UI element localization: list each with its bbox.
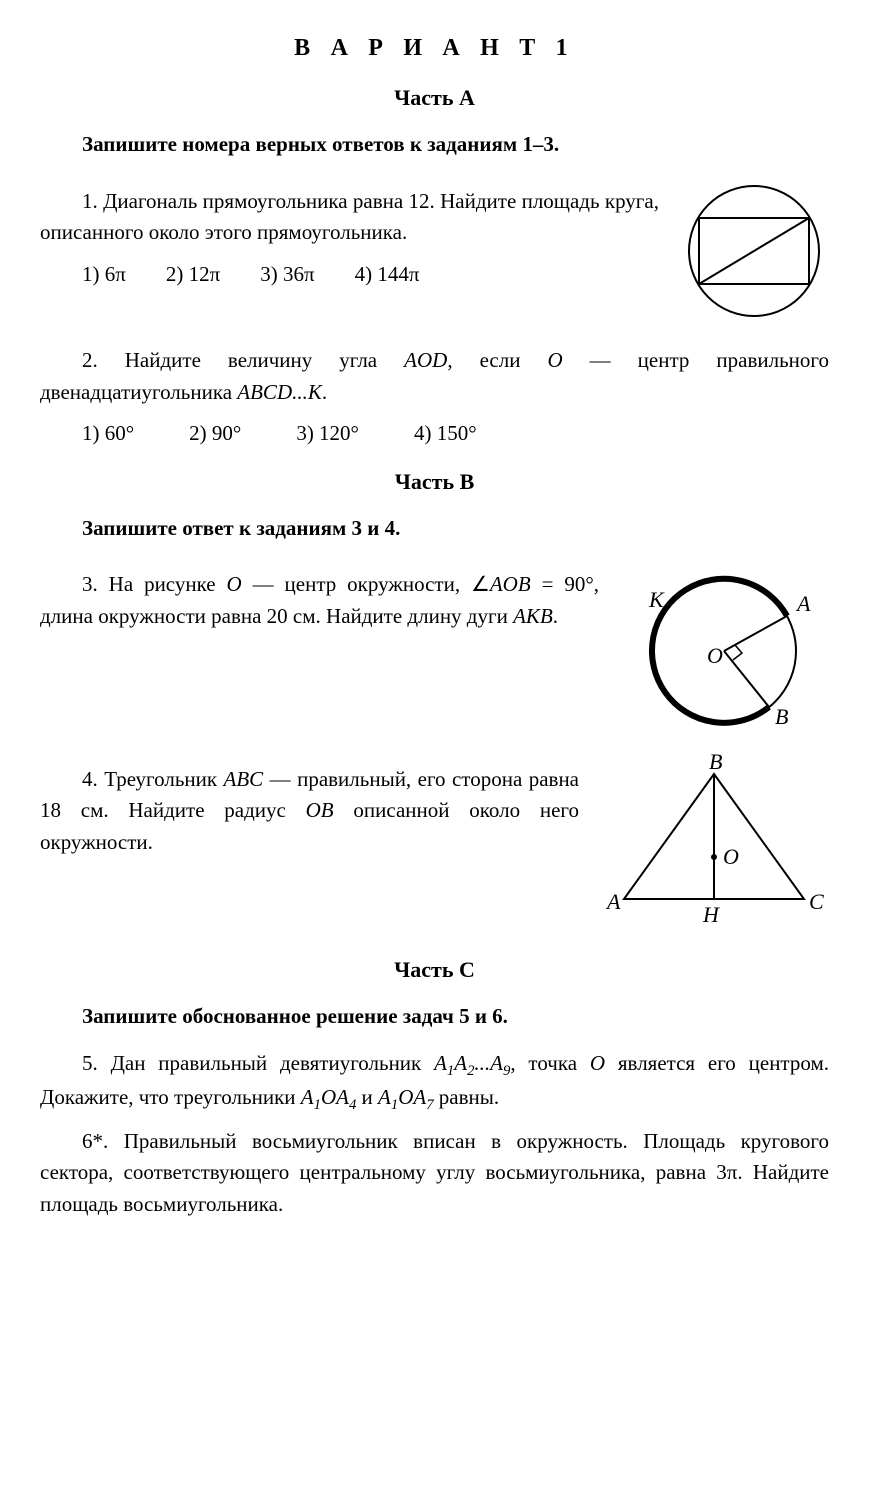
text: , если xyxy=(447,348,547,372)
math: A xyxy=(434,1051,447,1075)
problem-1-text: 1. Диагональ прямоугольника равна 12. На… xyxy=(40,186,659,249)
math: A xyxy=(490,1051,503,1075)
sub: 1 xyxy=(314,1097,321,1113)
text: 4. Треугольник xyxy=(82,767,224,791)
text: , точка xyxy=(510,1051,590,1075)
problem-3: 3. На рисунке O — центр окружности, ∠AOB… xyxy=(40,559,829,754)
math: OA xyxy=(398,1085,426,1109)
text: 3. На рисунке xyxy=(82,572,227,596)
math: OB xyxy=(306,798,334,822)
math: AKB xyxy=(513,604,553,628)
text: 5. Дан правильный девятиугольник xyxy=(82,1051,434,1075)
math: O xyxy=(227,572,242,596)
problem-1-options: 1) 6π 2) 12π 3) 36π 4) 144π xyxy=(82,259,659,291)
text: . xyxy=(322,380,327,404)
option: 2) 12π xyxy=(166,259,220,291)
option: 4) 144π xyxy=(355,259,420,291)
part-c-instruction: Запишите обоснованное решение задач 5 и … xyxy=(40,1001,829,1033)
option: 3) 36π xyxy=(260,259,314,291)
text: . xyxy=(553,604,558,628)
math: ABC xyxy=(224,767,264,791)
problem-4-figure: B A C O H xyxy=(599,754,829,939)
problem-4: 4. Треугольник ABC — правильный, его сто… xyxy=(40,754,829,939)
text: — центр окружности, ∠ xyxy=(242,572,490,596)
svg-text:C: C xyxy=(809,889,824,914)
problem-4-text: 4. Треугольник ABC — правильный, его сто… xyxy=(40,764,579,859)
math: A xyxy=(301,1085,314,1109)
part-b-header: Часть B xyxy=(40,465,829,498)
text: 2. Найдите величину угла xyxy=(82,348,404,372)
text: равны. xyxy=(434,1085,500,1109)
svg-text:B: B xyxy=(775,704,788,729)
option: 2) 90° xyxy=(189,418,241,450)
option: 3) 120° xyxy=(296,418,359,450)
svg-text:B: B xyxy=(709,754,722,774)
document-title: В А Р И А Н Т 1 xyxy=(40,30,829,66)
svg-text:K: K xyxy=(648,587,665,612)
problem-5-text: 5. Дан правильный девятиугольник A1A2...… xyxy=(40,1048,829,1116)
svg-text:A: A xyxy=(795,591,811,616)
problem-1: 1. Диагональ прямоугольника равна 12. На… xyxy=(40,176,829,336)
problem-3-figure: K A O B xyxy=(619,559,829,754)
problem-3-text: 3. На рисунке O — центр окружности, ∠AOB… xyxy=(40,569,599,632)
math: A xyxy=(378,1085,391,1109)
math: O xyxy=(590,1051,605,1075)
svg-text:H: H xyxy=(702,902,720,927)
option: 4) 150° xyxy=(414,418,477,450)
text: и xyxy=(356,1085,378,1109)
svg-text:A: A xyxy=(605,889,621,914)
math: O xyxy=(547,348,562,372)
part-a-instruction: Запишите номера верных ответов к задания… xyxy=(40,129,829,161)
math: ... xyxy=(474,1051,490,1075)
part-c-header: Часть C xyxy=(40,953,829,986)
option: 1) 60° xyxy=(82,418,134,450)
problem-2-options: 1) 60° 2) 90° 3) 120° 4) 150° xyxy=(82,418,829,450)
part-a-header: Часть A xyxy=(40,81,829,114)
svg-text:O: O xyxy=(707,643,723,668)
math: AOD xyxy=(404,348,447,372)
problem-2-text: 2. Найдите величину угла AOD, если O — ц… xyxy=(40,345,829,408)
math: A xyxy=(454,1051,467,1075)
sub: 7 xyxy=(426,1097,433,1113)
math: AOB xyxy=(490,572,531,596)
math: OA xyxy=(321,1085,349,1109)
part-b-instruction: Запишите ответ к заданиям 3 и 4. xyxy=(40,513,829,545)
option: 1) 6π xyxy=(82,259,126,291)
problem-6-text: 6*. Правильный восьмиугольник вписан в о… xyxy=(40,1126,829,1221)
problem-1-figure xyxy=(679,176,829,336)
svg-text:O: O xyxy=(723,844,739,869)
math: ABCD...K xyxy=(237,380,322,404)
